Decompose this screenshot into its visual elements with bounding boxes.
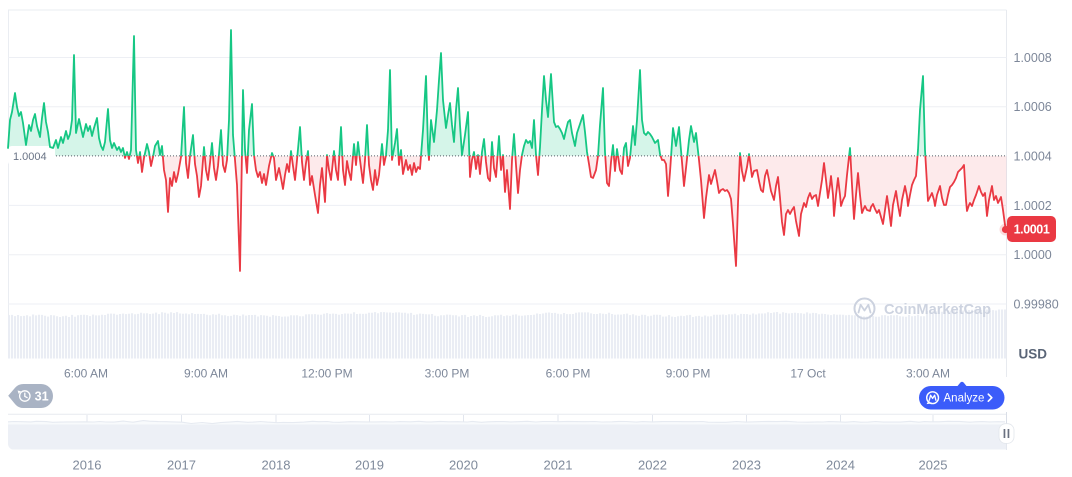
svg-text:0.99980: 0.99980: [1014, 297, 1059, 311]
svg-text:CoinMarketCap: CoinMarketCap: [884, 302, 991, 318]
svg-text:1.0006: 1.0006: [1014, 100, 1052, 114]
svg-text:1.0000: 1.0000: [1014, 248, 1052, 262]
svg-text:2022: 2022: [638, 458, 667, 473]
svg-text:1.0001: 1.0001: [1014, 222, 1050, 236]
svg-text:Analyze: Analyze: [944, 393, 985, 405]
svg-text:1.0004: 1.0004: [13, 151, 47, 163]
svg-text:9:00 AM: 9:00 AM: [184, 367, 228, 381]
svg-text:17 Oct: 17 Oct: [790, 367, 826, 381]
svg-text:2019: 2019: [355, 458, 384, 473]
svg-text:31: 31: [35, 389, 49, 403]
svg-text:2024: 2024: [826, 458, 855, 473]
svg-text:1.0002: 1.0002: [1014, 199, 1052, 213]
svg-text:2025: 2025: [919, 458, 948, 473]
svg-text:USD: USD: [1019, 347, 1048, 362]
svg-text:6:00 PM: 6:00 PM: [546, 367, 591, 381]
svg-text:2016: 2016: [73, 458, 102, 473]
svg-text:1.0004: 1.0004: [1014, 150, 1052, 164]
svg-text:2021: 2021: [544, 458, 573, 473]
svg-text:2020: 2020: [449, 458, 478, 473]
svg-text:2017: 2017: [167, 458, 196, 473]
svg-text:3:00 PM: 3:00 PM: [425, 367, 470, 381]
svg-text:1.0008: 1.0008: [1014, 51, 1052, 65]
svg-text:12:00 PM: 12:00 PM: [301, 367, 352, 381]
svg-text:3:00 AM: 3:00 AM: [906, 367, 950, 381]
svg-text:2018: 2018: [262, 458, 291, 473]
svg-text:9:00 PM: 9:00 PM: [666, 367, 711, 381]
svg-text:2023: 2023: [732, 458, 761, 473]
svg-text:6:00 AM: 6:00 AM: [64, 367, 108, 381]
